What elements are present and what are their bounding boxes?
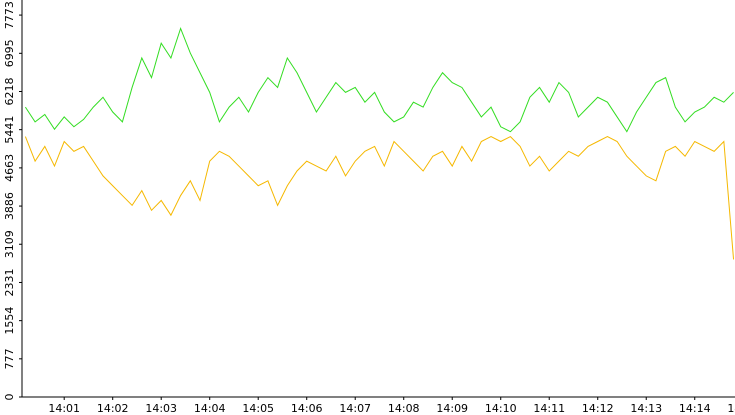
x-tick-label: 14:13	[630, 402, 662, 415]
y-tick-label: 777	[3, 348, 16, 369]
x-tick-label: 14:11	[533, 402, 565, 415]
x-tick-label: 14:05	[242, 402, 274, 415]
y-tick-label: 3109	[3, 230, 16, 258]
x-tick-label: 14:15	[727, 402, 735, 415]
y-tick-label: 3886	[3, 192, 16, 220]
y-tick-label: 6218	[3, 77, 16, 105]
series-line	[24, 27, 734, 133]
x-tick-label: 14:02	[97, 402, 129, 415]
y-tick-label: 4663	[3, 154, 16, 182]
y-tick-label: 7773	[3, 1, 16, 29]
y-tick-label: 5441	[3, 116, 16, 144]
y-tick-label: 0	[3, 394, 16, 401]
series-line	[24, 135, 735, 260]
y-tick-label: 6995	[3, 39, 16, 67]
x-tick-label: 14:03	[145, 402, 177, 415]
y-tick-label: 2331	[3, 268, 16, 296]
y-tick-label: 1554	[3, 307, 16, 335]
x-tick-label: 14:04	[194, 402, 226, 415]
x-tick-label: 14:12	[582, 402, 614, 415]
x-tick-label: 14:08	[388, 402, 420, 415]
x-tick-label: 14:09	[436, 402, 468, 415]
x-tick-label: 14:01	[48, 402, 80, 415]
x-tick-label: 14:06	[291, 402, 323, 415]
x-tick-label: 14:14	[679, 402, 711, 415]
x-tick-label: 14:10	[485, 402, 517, 415]
x-tick-label: 14:07	[339, 402, 371, 415]
